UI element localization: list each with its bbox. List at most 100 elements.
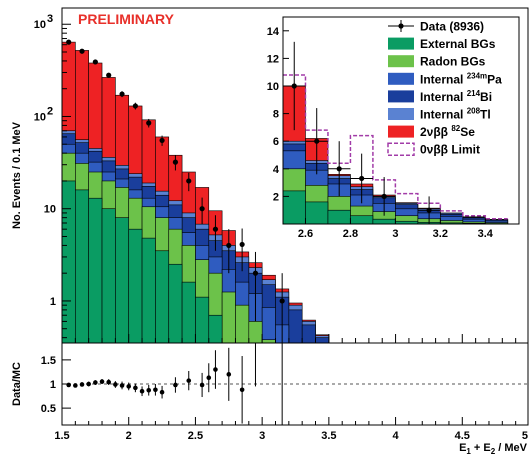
x-tick-label: 4.5 — [455, 430, 470, 442]
y-tick-label: 10 — [44, 204, 56, 216]
ratio-point — [126, 384, 132, 389]
inset-y-tick-label: 6 — [273, 136, 279, 148]
legend-swatch-external — [388, 37, 414, 50]
x-tick-label: 4 — [393, 430, 400, 442]
ratio-point — [186, 378, 192, 383]
x-label-sub2: 2 — [491, 447, 496, 456]
ratio-panel: 1.5 1 0.5 1.5 2 2.5 3 3.5 4 4.5 5 Data/MC E1 + E2 … — [11, 342, 529, 456]
bar-radon — [221, 291, 236, 344]
bar-external — [141, 237, 156, 344]
preliminary-label: PRELIMINARY — [78, 11, 175, 27]
x-label-sub1: 1 — [466, 447, 471, 456]
inset-y-tick-label: 4 — [273, 164, 280, 176]
data-point — [132, 103, 138, 109]
ratio-point — [153, 387, 158, 393]
inset-y-tick-label: 8 — [273, 109, 279, 121]
inset-bar-external — [282, 190, 306, 225]
inset-histogram-bars — [282, 85, 509, 225]
legend-label-text: 0νββ Limit — [420, 143, 480, 157]
inset-bar-external — [350, 215, 374, 225]
ratio-point — [79, 382, 85, 387]
legend-swatch-radon — [388, 55, 414, 68]
ratio-point — [173, 382, 178, 388]
bar-external — [115, 217, 130, 344]
ratio-y-tick-label: 1 — [50, 379, 56, 391]
x-tick-label: 1.5 — [54, 430, 69, 442]
legend-swatch-limit_0nbb — [387, 142, 415, 156]
legend-label-superscript: 208 — [467, 107, 481, 116]
ratio-point — [66, 382, 71, 388]
inset-data-point — [359, 175, 365, 182]
inset-y-tick-label: 12 — [267, 53, 279, 65]
legend-label-text: External BGs — [420, 37, 496, 51]
bar-external — [101, 208, 116, 344]
ratio-point — [106, 379, 111, 385]
y-tick-label: 10 — [34, 19, 46, 31]
legend-swatch-bi214 — [388, 90, 414, 103]
legend-swatch-tl208 — [388, 108, 414, 120]
inset-y-tick-label: 10 — [267, 81, 279, 93]
bar-radon — [248, 321, 263, 344]
x-tick-label: 5 — [522, 430, 528, 442]
data-point — [212, 226, 219, 232]
data-point — [279, 298, 285, 304]
inset-x-tick-label: 3 — [392, 228, 398, 240]
legend-label-text: Internal — [420, 72, 467, 86]
ratio-point — [139, 388, 145, 394]
ratio-point — [93, 380, 98, 385]
legend-swatch-se82_2nbb — [388, 125, 414, 138]
legend-label-tl208: Internal 208Tl — [420, 107, 491, 122]
legend-label-superscript: 82 — [451, 124, 460, 133]
legend-data-symbol — [398, 23, 404, 29]
data-point — [79, 48, 85, 54]
legend-label-text: 2νββ — [420, 125, 451, 139]
inset-bar-external — [305, 201, 329, 225]
ratio-point — [119, 383, 125, 388]
bar-external — [195, 296, 210, 344]
legend-label-limit_0nbb: 0νββ Limit — [420, 143, 480, 157]
legend-label-se82_2nbb: 2νββ 82Se — [420, 124, 475, 139]
data-point — [146, 120, 152, 126]
ratio-axes: 1.5 1 0.5 1.5 2 2.5 3 3.5 4 4.5 5 — [41, 355, 528, 442]
ratio-point — [99, 379, 105, 384]
legend-label-tail: Se — [460, 125, 475, 139]
inset-panel: 2 4 6 8 10 12 14 2.6 2.8 3 3.2 3.4 Data (8936) Exter… — [267, 16, 520, 240]
y-tick-label: 1 — [50, 296, 56, 308]
ratio-point — [239, 387, 245, 393]
data-point — [119, 91, 125, 97]
ratio-point — [86, 381, 91, 387]
ratio-point — [213, 367, 218, 372]
bar-bi214 — [315, 337, 330, 344]
bar-external — [168, 263, 183, 344]
data-points — [66, 39, 285, 343]
ratio-point — [159, 389, 165, 395]
data-point — [186, 178, 192, 184]
legend-label-pa234m: Internal 234mPa — [420, 71, 502, 86]
legend-swatch-pa234m — [388, 72, 414, 85]
legend-label-bi214: Internal 214Bi — [420, 89, 492, 104]
y-tick-label: 10 — [34, 111, 46, 123]
bar-external — [208, 314, 223, 344]
legend-label-data: Data (8936) — [420, 20, 484, 34]
x-tick-label: 2 — [126, 430, 132, 442]
bar-external — [61, 180, 76, 344]
ratio-point — [199, 382, 205, 388]
inset-axes: 2 4 6 8 10 12 14 2.6 2.8 3 3.2 3.4 — [267, 26, 494, 240]
ratio-point — [133, 385, 138, 391]
bar-radon — [235, 304, 250, 344]
inset-bar-external — [372, 218, 396, 225]
data-point — [159, 137, 165, 144]
legend-label-superscript: 214 — [467, 89, 481, 98]
bar-external — [155, 250, 170, 344]
inset-data-points — [283, 41, 441, 224]
legend: Data (8936) External BGs Radon BGs Internal… — [387, 20, 502, 157]
inset-data-point — [314, 138, 320, 144]
bar-external — [181, 281, 196, 344]
ratio-point — [113, 382, 118, 387]
inset-data-point — [336, 166, 342, 172]
x-axis-label: E1 + E2 / MeV — [459, 442, 528, 456]
legend-label-tail: Bi — [480, 90, 492, 104]
legend-label-text: Internal — [420, 108, 467, 122]
